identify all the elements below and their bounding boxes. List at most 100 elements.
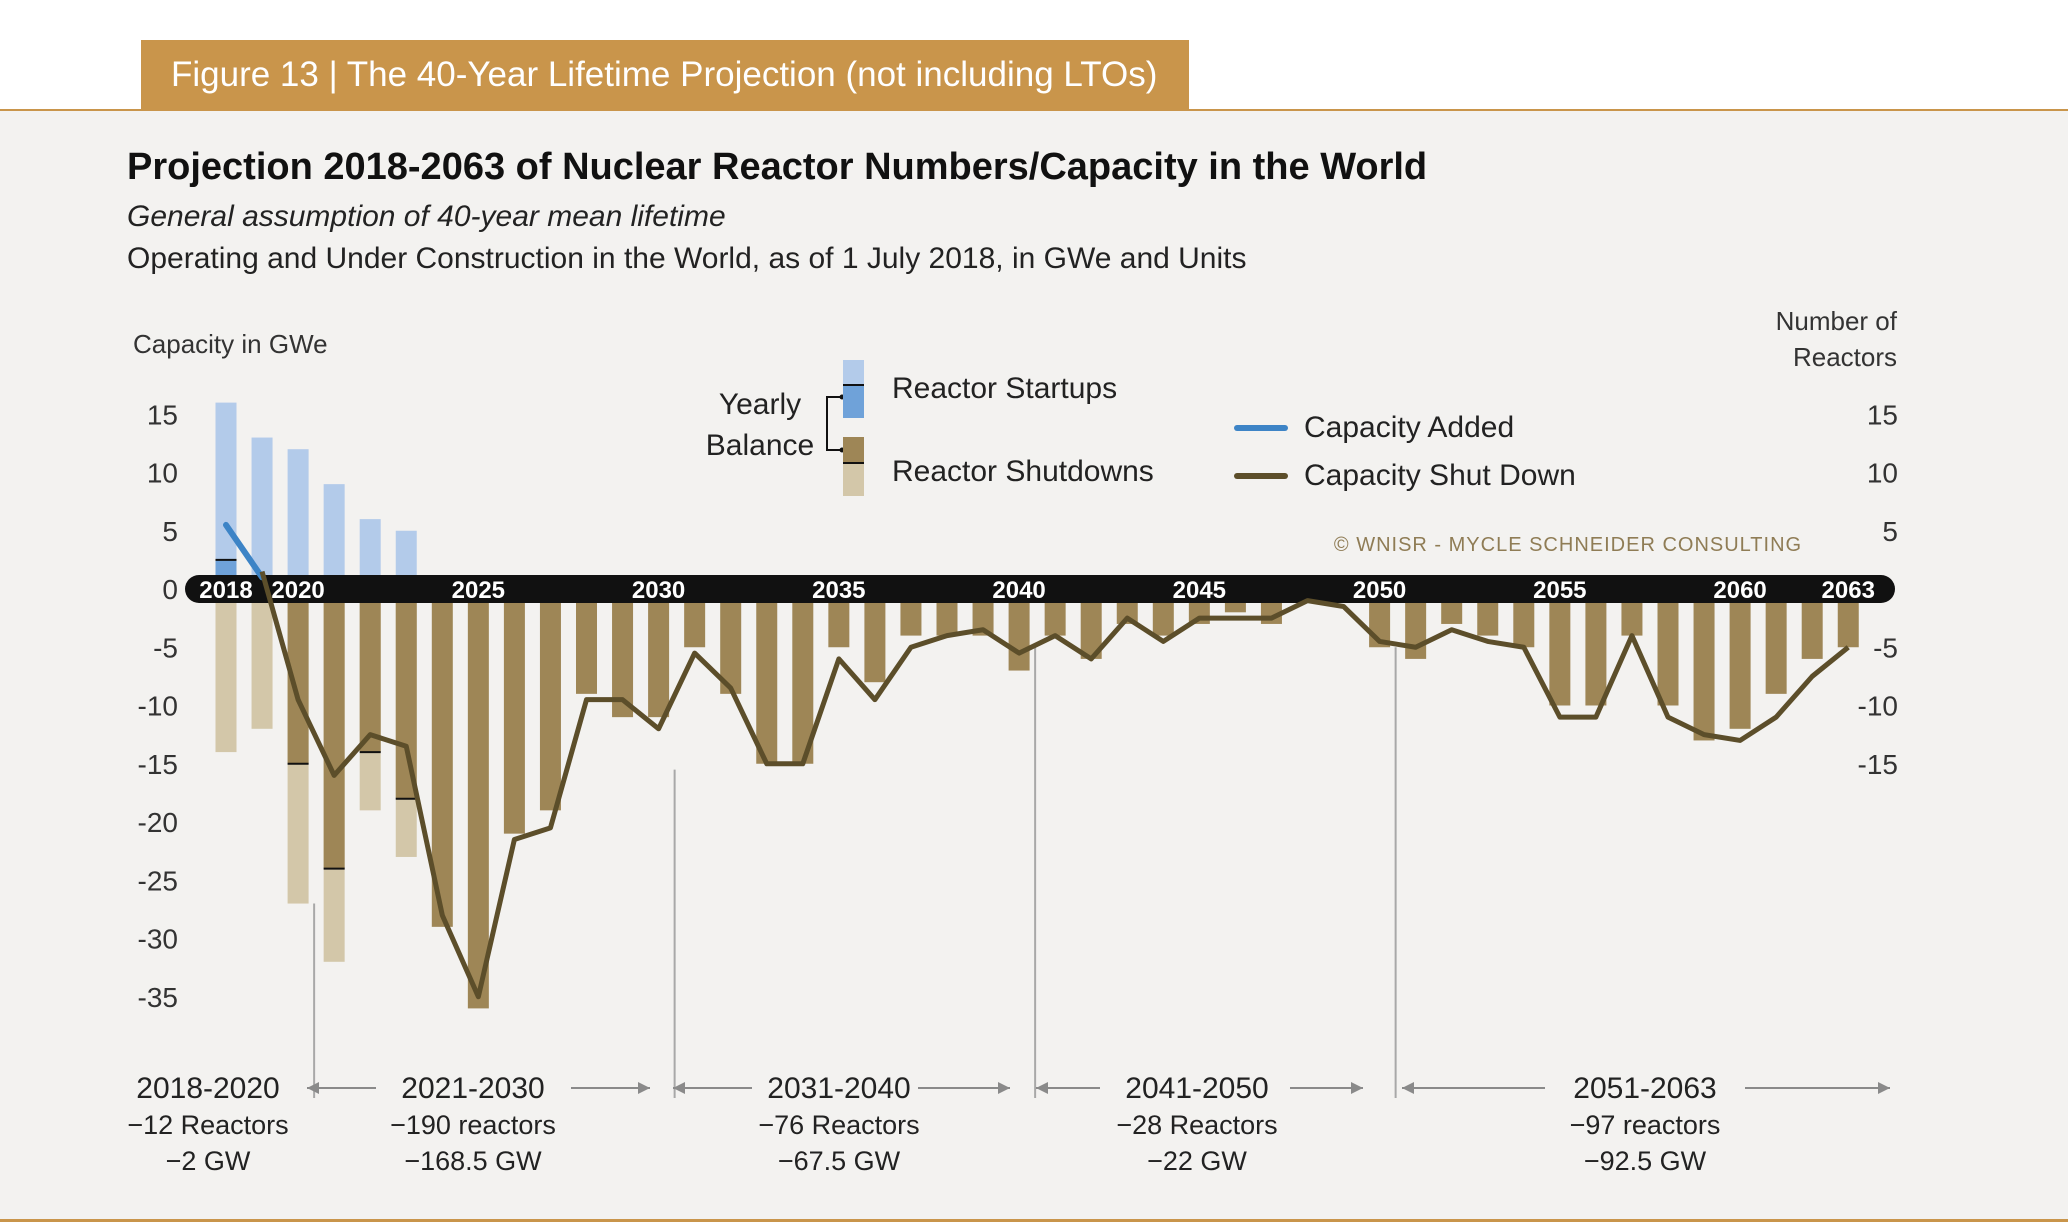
period-reactors-3: −76 Reactors — [758, 1110, 919, 1140]
shutdown-bar-2025 — [467, 589, 489, 1009]
shutdown-bar-2028 — [576, 589, 597, 694]
right-tick--15: -15 — [1858, 749, 1898, 780]
left-tick--15: -15 — [138, 749, 178, 780]
right-tick--10: -10 — [1858, 691, 1898, 722]
year-label-2018: 2018 — [199, 577, 252, 604]
shutdown-bar-2030 — [648, 589, 670, 718]
period-range-4: 2041-2050 — [1125, 1072, 1268, 1105]
year-label-2050: 2050 — [1353, 577, 1406, 604]
capacity-added-line — [223, 521, 266, 581]
capacity-shut-down-line — [259, 570, 1850, 1000]
shutdown-bar-2061 — [1765, 589, 1787, 694]
startup-bars — [215, 402, 417, 589]
left-tick--25: -25 — [138, 865, 178, 896]
year-label-2040: 2040 — [992, 577, 1045, 604]
year-label-2025: 2025 — [452, 577, 505, 604]
shutdown-bar-2055 — [1549, 589, 1571, 706]
shutdown-bar-2051 — [1405, 589, 1427, 659]
period-arrow-head-8 — [1878, 1082, 1890, 1094]
figure-tab: Figure 13 | The 40-Year Lifetime Project… — [141, 40, 1189, 110]
shutdown-bar-2029 — [612, 589, 634, 718]
year-label-2060: 2060 — [1713, 577, 1766, 604]
right-tick--5: -5 — [1873, 632, 1898, 663]
shutdown-bar-2054 — [1513, 589, 1535, 648]
shutdown-bar-dark-2020 — [287, 589, 309, 764]
shutdown-bar-2063 — [1837, 589, 1859, 648]
shutdown-bars — [215, 589, 1859, 1009]
chart-description: Operating and Under Construction in the … — [127, 242, 1247, 275]
period-arrow-head-5 — [1036, 1082, 1048, 1094]
header-rule — [0, 109, 2068, 111]
shutdown-bar-2034 — [792, 589, 814, 764]
period-gw-4: −22 GW — [1147, 1146, 1247, 1176]
legend-group-line2: Balance — [706, 429, 814, 462]
year-label-2030: 2030 — [632, 577, 685, 604]
startup-bar-2020 — [287, 449, 309, 589]
chart-panel — [0, 111, 2068, 1220]
startup-bar-2023 — [395, 530, 417, 589]
period-reactors-4: −28 Reactors — [1116, 1110, 1277, 1140]
period-dividers — [313, 647, 1397, 1098]
left-tick--35: -35 — [138, 982, 178, 1013]
shutdown-bar-2035 — [828, 589, 850, 648]
left-tick-5: 5 — [162, 516, 178, 547]
shutdown-bar-2036 — [864, 589, 886, 683]
shutdown-bar-2058 — [1657, 589, 1679, 706]
right-tick-15: 15 — [1867, 399, 1898, 430]
legend-startups-label: Reactor Startups — [892, 372, 1117, 405]
left-tick-15: 15 — [147, 399, 178, 430]
chart-title: Projection 2018-2063 of Nuclear Reactor … — [127, 146, 1428, 188]
timeline-band — [185, 575, 1895, 603]
legend-added-label: Capacity Added — [1304, 411, 1514, 444]
period-range-5: 2051-2063 — [1573, 1072, 1716, 1105]
legend-startups-dark-swatch — [843, 385, 864, 418]
legend-group-line1: Yearly — [719, 388, 801, 421]
shutdown-bar-2033 — [756, 589, 778, 764]
period-gw-3: −67.5 GW — [778, 1146, 901, 1176]
period-arrow-head-1 — [307, 1082, 319, 1094]
capacity-lines — [223, 521, 1850, 1000]
left-tick-0: 0 — [162, 574, 178, 605]
period-reactors-1: −12 Reactors — [127, 1110, 288, 1140]
legend-shutdowns-light-swatch — [843, 463, 864, 496]
period-reactors-2: −190 reactors — [390, 1110, 556, 1140]
right-tick-5: 5 — [1882, 516, 1898, 547]
period-range-1: 2018-2020 — [136, 1072, 279, 1105]
timeline-bar: 2018 2020 2025 2030 2035 2040 2045 2050 2055 2060… — [185, 575, 1895, 604]
bar-marks — [215, 558, 417, 870]
period-range-3: 2031-2040 — [767, 1072, 910, 1105]
shutdown-bar-2042 — [1080, 589, 1102, 659]
shutdown-bar-2059 — [1693, 589, 1715, 741]
shutdown-bar-2024 — [431, 589, 453, 927]
shutdown-bar-2027 — [539, 589, 561, 811]
period-gw-1: −2 GW — [166, 1146, 251, 1176]
startup-bar-2019 — [251, 437, 273, 589]
shutdown-bar-2056 — [1585, 589, 1607, 706]
shutdown-bar-2060 — [1729, 589, 1751, 729]
year-label-2055: 2055 — [1533, 577, 1586, 604]
period-arrow-head-3 — [673, 1082, 685, 1094]
shutdown-bar-dark-2022 — [359, 589, 381, 753]
left-axis-label: Capacity in GWe — [133, 329, 328, 359]
shutdown-bar-dark-2021 — [323, 589, 345, 869]
chart-subtitle: General assumption of 40-year mean lifet… — [127, 200, 726, 233]
period-arrow-head-2 — [638, 1082, 650, 1094]
year-label-2063: 2063 — [1822, 577, 1875, 604]
left-tick--30: -30 — [138, 924, 178, 955]
legend: Yearly Balance Reactor Startups Reactor Shu… — [706, 360, 1576, 496]
shutdown-bar-2050 — [1369, 589, 1391, 648]
legend-shutdowns-dark-swatch — [843, 437, 864, 463]
shutdown-bar-2031 — [684, 589, 706, 648]
left-tick--20: -20 — [138, 807, 178, 838]
shutdown-bar-2026 — [503, 589, 525, 834]
right-axis: Number of Reactors 15 10 5 -5 -10 -15 — [1776, 306, 1898, 780]
startup-bar-2018 — [215, 402, 237, 589]
legend-bracket — [826, 396, 842, 451]
startup-bar-2021 — [323, 484, 345, 589]
shutdown-bar-2032 — [720, 589, 742, 694]
left-axis: Capacity in GWe 15 10 5 0 -5 -10 -15 -20 -25 -30 -3… — [133, 329, 328, 1013]
year-label-2020: 2020 — [271, 577, 324, 604]
footer-rule — [0, 1219, 2068, 1222]
